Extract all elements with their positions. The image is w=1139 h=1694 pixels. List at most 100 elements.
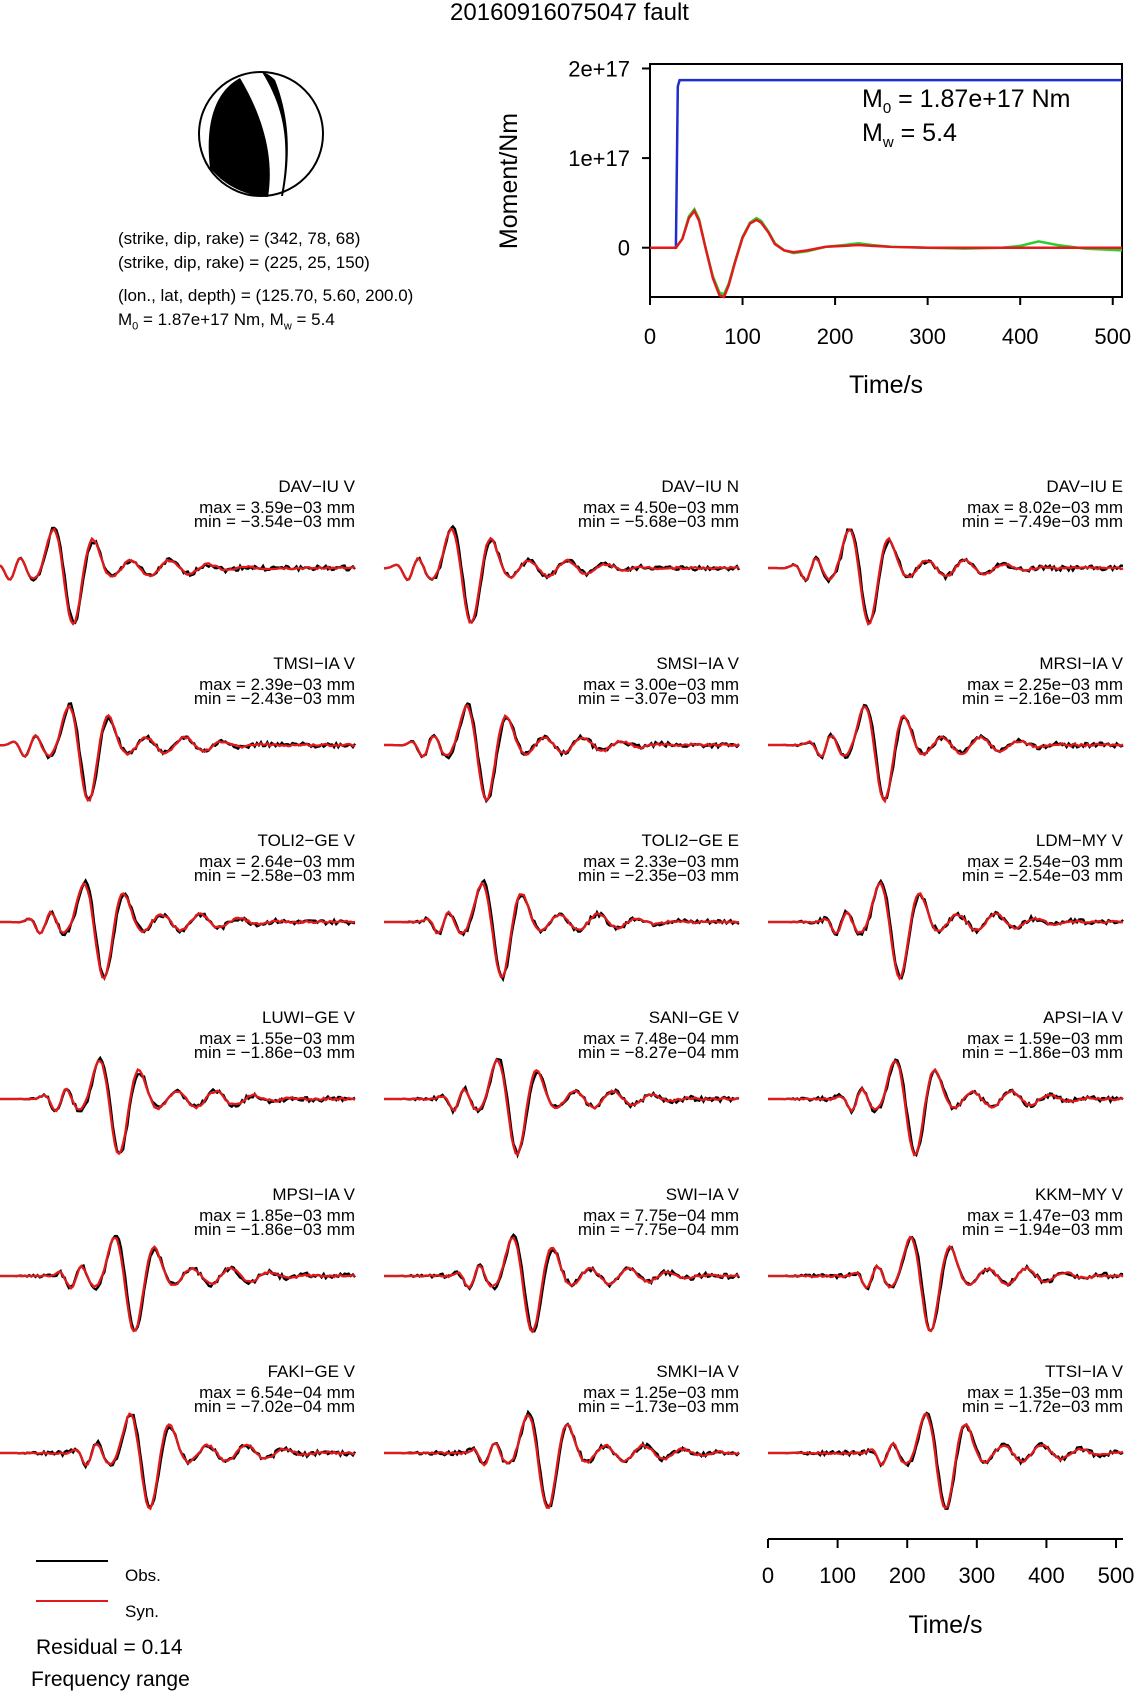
- station-label: TTSI−IA V: [1045, 1362, 1124, 1381]
- synthetic-trace: [768, 705, 1124, 804]
- legend-syn-line: [36, 1600, 108, 1602]
- synthetic-trace: [0, 881, 356, 980]
- synthetic-trace: [0, 704, 356, 802]
- station-label: TMSI−IA V: [273, 654, 355, 673]
- legend-obs-label: Obs.: [125, 1566, 161, 1585]
- station-max-label: max = 1.55e−03 mm: [199, 1029, 355, 1048]
- station-max-label: max = 2.64e−03 mm: [199, 852, 355, 871]
- station-min-label: min = −1.86e−03 mm: [194, 1043, 355, 1062]
- plane1-text: (strike, dip, rake) = (342, 78, 68): [118, 229, 361, 248]
- station-label: LUWI−GE V: [262, 1008, 356, 1027]
- station-label: MPSI−IA V: [272, 1185, 355, 1204]
- station-max-label: max = 2.39e−03 mm: [199, 675, 355, 694]
- station-max-label: max = 1.35e−03 mm: [967, 1383, 1123, 1402]
- observed-trace: [768, 1058, 1124, 1158]
- station-min-label: min = −1.73e−03 mm: [578, 1397, 739, 1416]
- station-label: LDM−MY V: [1036, 831, 1124, 850]
- synthetic-trace: [768, 528, 1124, 626]
- stf-mw-label: Mw = 5.4: [862, 119, 957, 151]
- stf-red-line: [650, 208, 1122, 299]
- focal-mechanism-beachball: [198, 71, 324, 197]
- station-max-label: max = 3.59e−03 mm: [199, 498, 355, 517]
- station-label: TOLI2−GE E: [642, 831, 739, 850]
- observed-trace: [384, 878, 740, 983]
- station-max-label: max = 1.47e−03 mm: [967, 1206, 1123, 1225]
- stf-xtick-label: 500: [1094, 324, 1131, 349]
- stf-ytick-label: 2e+17: [568, 56, 630, 81]
- station-max-label: max = 3.00e−03 mm: [583, 675, 739, 694]
- synthetic-trace: [384, 881, 740, 979]
- observed-trace: [384, 1409, 740, 1508]
- station-label: TOLI2−GE V: [258, 831, 356, 850]
- wave-xtick-label: 400: [1028, 1563, 1065, 1588]
- plane2-text: (strike, dip, rake) = (225, 25, 150): [118, 253, 370, 272]
- station-min-label: min = −2.16e−03 mm: [962, 689, 1123, 708]
- wave-xtick-label: 500: [1098, 1563, 1135, 1588]
- synthetic-trace: [0, 1236, 356, 1333]
- synthetic-trace: [0, 1412, 356, 1511]
- station-label: SANI−GE V: [649, 1008, 740, 1027]
- station-min-label: min = −8.27e−04 mm: [578, 1043, 739, 1062]
- wave-xtick-label: 0: [762, 1563, 774, 1588]
- wave-xlabel: Time/s: [908, 1611, 982, 1639]
- location-text: (lon., lat, depth) = (125.70, 5.60, 200.…: [118, 286, 414, 305]
- station-min-label: min = −7.02e−04 mm: [194, 1397, 355, 1416]
- synthetic-trace: [384, 1413, 740, 1509]
- station-min-label: min = −1.86e−03 mm: [962, 1043, 1123, 1062]
- station-min-label: min = −2.43e−03 mm: [194, 689, 355, 708]
- legend-obs-line: [36, 1560, 108, 1562]
- stf-xtick-label: 100: [724, 324, 761, 349]
- wave-xtick-label: 100: [819, 1563, 856, 1588]
- stf-xtick-label: 300: [909, 324, 946, 349]
- observed-trace: [0, 1055, 356, 1155]
- observed-trace: [768, 528, 1124, 624]
- observed-trace: [768, 703, 1124, 800]
- station-max-label: max = 2.25e−03 mm: [967, 675, 1123, 694]
- station-max-label: max = 1.85e−03 mm: [199, 1206, 355, 1225]
- station-label: MRSI−IA V: [1039, 654, 1123, 673]
- stf-m0-label: M0 = 1.87e+17 Nm: [862, 85, 1071, 117]
- stf-cumulative-moment-line: [650, 78, 1122, 249]
- station-min-label: min = −1.72e−03 mm: [962, 1397, 1123, 1416]
- stf-xtick-label: 200: [817, 324, 854, 349]
- synthetic-trace: [768, 1412, 1124, 1510]
- station-min-label: min = −3.07e−03 mm: [578, 689, 739, 708]
- stf-xtick-label: 400: [1002, 324, 1039, 349]
- station-min-label: min = −2.54e−03 mm: [962, 866, 1123, 885]
- stf-ytick-label: 0: [618, 236, 630, 261]
- synthetic-trace: [0, 527, 356, 626]
- synthetic-trace: [383, 527, 740, 624]
- observed-trace: [768, 878, 1124, 980]
- station-max-label: max = 6.54e−04 mm: [199, 1383, 355, 1402]
- station-max-label: max = 2.33e−03 mm: [583, 852, 739, 871]
- stf-green-line: [650, 206, 1123, 296]
- moment-text: M0 = 1.87e+17 Nm, Mw = 5.4: [118, 310, 335, 333]
- synthetic-trace: [0, 1059, 356, 1156]
- station-max-label: max = 1.59e−03 mm: [967, 1029, 1123, 1048]
- observed-trace: [384, 1057, 740, 1159]
- observed-trace: [768, 1411, 1124, 1510]
- station-label: SWI−IA V: [666, 1185, 740, 1204]
- synthetic-trace: [384, 1057, 740, 1157]
- stf-frame: [649, 63, 1123, 298]
- station-max-label: max = 7.75e−04 mm: [583, 1206, 739, 1225]
- synthetic-trace: [768, 881, 1124, 981]
- synthetic-trace: [384, 704, 740, 803]
- station-min-label: min = −5.68e−03 mm: [578, 512, 739, 531]
- figure-title: 20160916075047 fault: [450, 0, 689, 26]
- residual-label: Residual = 0.14: [36, 1636, 183, 1659]
- legend-syn-label: Syn.: [125, 1602, 160, 1621]
